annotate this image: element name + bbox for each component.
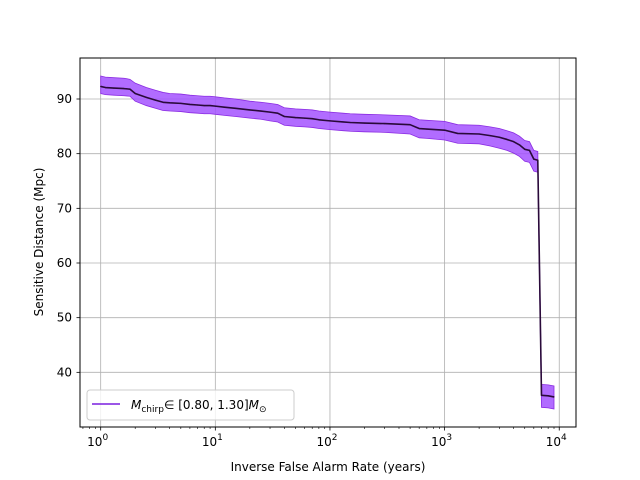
data-point [113,87,115,89]
data-point [329,120,331,122]
data-point [478,133,480,135]
data-point [349,121,351,124]
legend-unit-symbol: M [249,398,260,412]
data-point [303,117,306,119]
x-tick-label: 102 [316,433,337,449]
legend-box [86,389,295,421]
data-point [418,127,420,130]
y-tick-label: 80 [57,147,72,161]
data-point [209,104,211,107]
series-line-layer [100,85,555,398]
data-point [318,119,320,121]
x-axis: 100 101 102 103 104 [82,427,567,449]
data-point [518,144,521,146]
data-point [537,159,539,161]
data-point [524,148,526,150]
legend-unit-subscript: ⊙ [259,405,267,415]
y-axis-label: Sensitive Distance (Mpc) [32,168,46,317]
data-point [506,138,508,141]
y-tick-label: 40 [57,365,72,379]
data-point [100,85,102,88]
data-point [342,121,344,123]
data-point [294,116,297,119]
data-point [189,103,191,106]
x-tick-label: 103 [431,433,452,449]
data-point [533,158,535,160]
data-point [283,115,285,118]
confidence-band-layer [100,75,555,410]
data-point [169,102,171,104]
data-point [214,105,216,107]
y-axis: 40 50 60 70 80 90 [57,92,80,379]
legend-subscript: chirp [141,405,164,415]
data-point [547,395,549,397]
data-point [409,124,411,126]
data-point [223,106,225,108]
data-point [444,129,446,131]
y-tick-label: 50 [57,311,72,325]
data-point [196,104,199,106]
confidence-band [100,75,555,410]
data-point [234,107,237,109]
data-point [104,86,107,89]
y-tick-label: 70 [57,201,72,215]
y-tick-label: 90 [57,92,72,106]
data-point [498,136,500,138]
data-point [134,92,136,95]
data-point [384,123,386,125]
data-point [154,99,156,101]
data-point [180,102,182,104]
plot-frame [79,57,577,428]
legend: Mchirp∈ [0.80, 1.30]M⊙ [86,389,295,421]
data-point [129,88,131,90]
data-point [528,149,531,151]
y-tick-label: 60 [57,256,72,270]
x-tick-label: 101 [202,433,223,449]
data-point [162,101,164,103]
legend-range: ∈ [0.80, 1.30] [164,398,249,412]
data-point [249,109,251,111]
grid [80,58,576,427]
data-point [203,104,205,107]
data-point [145,96,147,98]
data-point [363,122,366,124]
legend-entry: Mchirp∈ [0.80, 1.30]M⊙ [131,398,267,415]
data-point [457,132,459,135]
data-point [426,128,428,130]
data-point [489,135,491,137]
data-point [553,396,555,398]
legend-symbol: M [131,398,142,412]
x-tick-label: 104 [546,433,567,449]
series-line [100,85,555,398]
data-point [123,88,125,90]
data-point [540,394,543,396]
data-point [260,110,262,112]
data-point [311,118,313,120]
data-point [277,112,279,114]
data-point [513,141,515,143]
x-tick-label: 100 [87,433,108,449]
x-axis-label: Inverse False Alarm Rate (years) [231,460,426,474]
data-point [269,111,271,113]
